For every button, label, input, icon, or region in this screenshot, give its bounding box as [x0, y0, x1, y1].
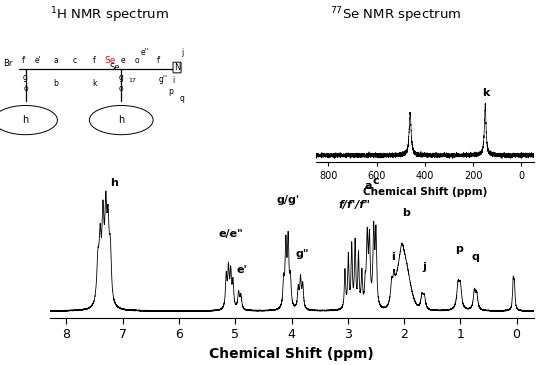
Text: h: h: [23, 115, 29, 125]
Text: g/g': g/g': [277, 195, 300, 205]
Text: j: j: [181, 48, 183, 57]
Text: a: a: [53, 55, 58, 65]
Text: 17: 17: [129, 78, 136, 83]
Text: f: f: [93, 55, 96, 65]
Text: b: b: [53, 79, 58, 88]
Text: $^{77}$Se NMR spectrum: $^{77}$Se NMR spectrum: [330, 5, 461, 25]
Text: k: k: [482, 88, 490, 98]
Text: f/f'/f": f/f'/f": [339, 200, 371, 210]
Text: p: p: [455, 244, 463, 254]
Text: b: b: [402, 208, 410, 218]
Text: N: N: [174, 63, 180, 72]
Text: Se: Se: [109, 63, 120, 72]
X-axis label: Chemical Shift (ppm): Chemical Shift (ppm): [209, 346, 374, 361]
Text: e/e": e/e": [219, 229, 244, 239]
Text: p: p: [168, 87, 173, 96]
Text: Se: Se: [104, 55, 116, 65]
Text: o: o: [135, 55, 140, 65]
Text: h: h: [118, 115, 124, 125]
Text: h: h: [111, 178, 118, 188]
Text: i: i: [392, 252, 395, 262]
Text: q: q: [471, 252, 480, 262]
Text: c: c: [372, 176, 379, 186]
Text: g": g": [295, 249, 309, 260]
Text: g: g: [23, 73, 28, 82]
Text: j: j: [422, 262, 426, 272]
Text: f': f': [157, 55, 162, 65]
Text: a: a: [364, 181, 372, 191]
Text: q: q: [179, 94, 184, 103]
Text: Br: Br: [3, 58, 13, 68]
Text: $^{1}$H NMR spectrum: $^{1}$H NMR spectrum: [50, 5, 168, 25]
Text: e': e': [35, 55, 42, 65]
Text: e'': e'': [141, 48, 150, 57]
Text: i: i: [173, 76, 175, 85]
Text: o: o: [23, 84, 28, 93]
Text: g: g: [119, 73, 124, 82]
Text: e: e: [120, 55, 125, 65]
Text: o: o: [119, 84, 124, 93]
Text: g'': g'': [158, 75, 167, 84]
X-axis label: Chemical Shift (ppm): Chemical Shift (ppm): [362, 187, 487, 197]
Text: f': f': [21, 55, 26, 65]
Text: c: c: [73, 55, 77, 65]
Text: k: k: [92, 79, 96, 88]
Text: e': e': [236, 265, 247, 275]
